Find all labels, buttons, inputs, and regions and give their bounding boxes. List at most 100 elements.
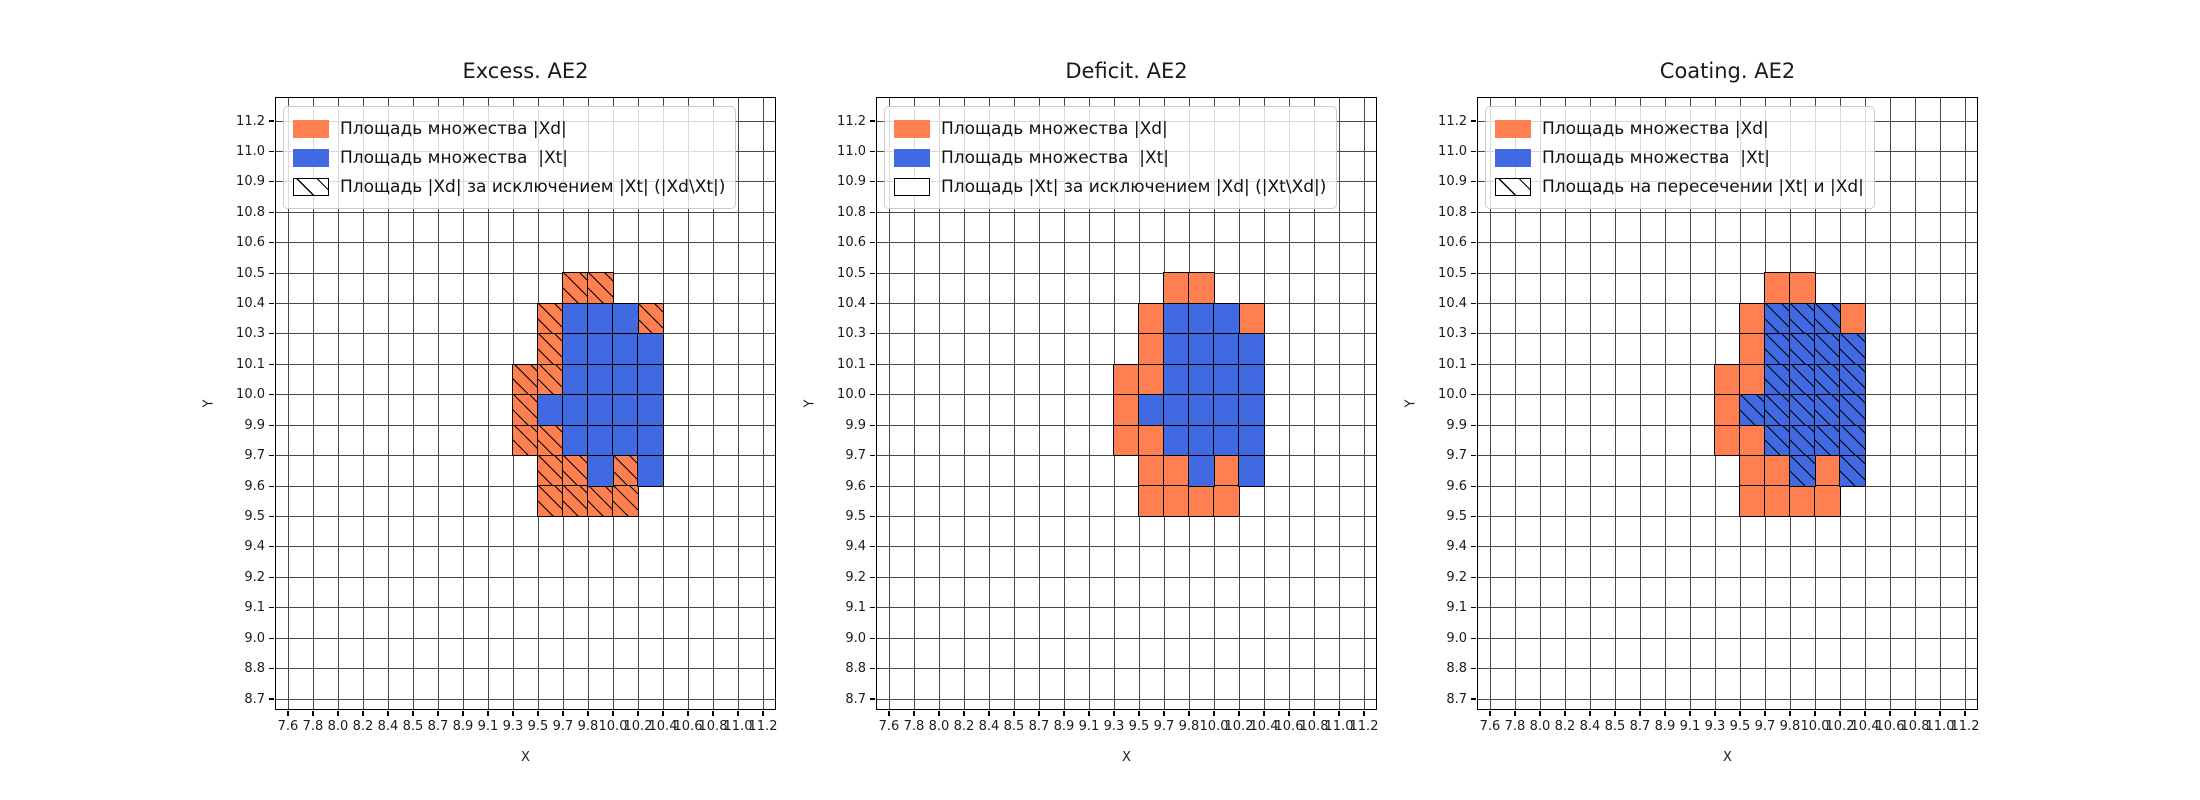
- grid-line-horizontal: [1477, 516, 1978, 517]
- grid-line-horizontal: [275, 607, 776, 609]
- cell-xd: [1188, 272, 1215, 305]
- cell-xd: [1188, 485, 1215, 518]
- y-tick: [1471, 150, 1476, 152]
- x-tick-label: 8.0: [928, 719, 950, 734]
- grid-line-horizontal: [275, 576, 776, 578]
- y-tick: [870, 363, 875, 365]
- cell-xt: [562, 394, 589, 426]
- cell-xd: [512, 424, 539, 457]
- y-tick: [1471, 637, 1476, 639]
- y-tick: [269, 455, 274, 457]
- cell-xd: [1138, 302, 1165, 335]
- grid-line-vertical: [1288, 97, 1290, 710]
- x-tick-label: 10.6: [1274, 719, 1304, 734]
- y-tick-label: 10.9: [837, 174, 866, 190]
- y-tick: [1471, 668, 1476, 670]
- x-tick-label: 8.2: [1554, 719, 1576, 734]
- y-tick-label: 9.5: [1446, 509, 1467, 524]
- cell-xd: [1814, 454, 1841, 487]
- cell-xt: [1238, 363, 1265, 396]
- y-tick: [1471, 302, 1476, 305]
- y-tick: [870, 394, 875, 396]
- cell-xd: [537, 302, 564, 335]
- cell-xd: [1789, 272, 1816, 305]
- grid-line-horizontal: [275, 546, 776, 548]
- legend-label: Площадь множества |Xt|: [941, 147, 1170, 168]
- legend-item: Площадь множества |Xd|: [894, 114, 1326, 143]
- legend: Площадь множества |Xd| Площадь множества …: [884, 106, 1338, 209]
- x-tick-label: 8.2: [352, 719, 374, 734]
- grid-line-horizontal: [275, 333, 776, 335]
- cell-xt: [1163, 302, 1190, 335]
- x-tick: [362, 711, 364, 716]
- cell-xt: [1789, 333, 1816, 365]
- y-tick: [870, 120, 875, 122]
- y-tick-label: 9.0: [1446, 630, 1467, 646]
- legend-patch-orange-icon: [1495, 119, 1531, 138]
- legend-item: Площадь на пересечении |Xt| и |Xd|: [1495, 172, 1864, 201]
- y-tick-label: 10.1: [837, 356, 866, 372]
- x-tick: [612, 711, 614, 716]
- x-tick: [737, 711, 739, 716]
- grid-line-vertical: [988, 97, 990, 710]
- x-tick: [1914, 711, 1916, 716]
- grid-line-horizontal: [876, 698, 1377, 700]
- x-tick: [1564, 711, 1566, 716]
- y-tick: [870, 333, 875, 335]
- y-tick-label: 10.5: [236, 265, 265, 281]
- x-axis-label: X: [521, 750, 530, 765]
- cell-xd: [1739, 333, 1766, 365]
- cell-xd: [1739, 454, 1766, 487]
- y-tick: [269, 515, 274, 518]
- grid-line-horizontal: [1477, 668, 1978, 670]
- cell-xt: [1789, 454, 1816, 487]
- cell-xt: [1764, 394, 1791, 426]
- y-tick-label: 9.7: [244, 448, 265, 464]
- x-tick: [988, 711, 990, 716]
- subplot-excess: Excess. AE2 Площадь множества |Xd| Площадь…: [202, 59, 778, 765]
- subplot-title: Deficit. AE2: [1065, 59, 1188, 83]
- y-tick: [269, 333, 274, 335]
- cell-xd: [1714, 363, 1741, 396]
- cell-xt: [1238, 454, 1265, 487]
- grid-line-vertical: [1313, 97, 1315, 710]
- y-tick: [269, 394, 274, 396]
- y-tick-label: 10.5: [837, 265, 866, 281]
- x-tick: [337, 711, 339, 716]
- y-tick-label: 9.1: [845, 600, 866, 616]
- y-tick-label: 10.4: [236, 296, 265, 311]
- cell-xt: [1163, 333, 1190, 365]
- x-axis-label: X: [1723, 750, 1732, 765]
- x-tick: [1839, 711, 1841, 716]
- x-tick-label: 8.7: [1028, 719, 1050, 734]
- grid-line-horizontal: [876, 272, 1377, 274]
- cell-xd: [1138, 333, 1165, 365]
- grid-line-horizontal: [876, 668, 1377, 670]
- x-tick-label: 9.8: [577, 719, 599, 734]
- grid-line-horizontal: [1477, 698, 1978, 700]
- y-tick: [1471, 242, 1476, 244]
- y-tick: [269, 698, 274, 700]
- x-tick: [312, 711, 314, 716]
- cell-xt: [562, 333, 589, 365]
- x-tick: [587, 711, 589, 716]
- legend-patch-blue-icon: [293, 148, 329, 167]
- cell-xd: [1138, 363, 1165, 396]
- grid-line-horizontal: [1477, 546, 1978, 548]
- legend-label: Площадь множества |Xd|: [340, 118, 567, 139]
- grid-line-vertical: [687, 97, 689, 710]
- x-tick: [1338, 711, 1340, 716]
- cell-xt: [637, 363, 664, 396]
- y-tick-label: 10.5: [1438, 265, 1467, 281]
- grid-line-horizontal: [876, 242, 1377, 244]
- x-tick: [687, 711, 689, 716]
- cell-xd: [512, 363, 539, 396]
- y-tick: [870, 576, 875, 578]
- grid-line-vertical: [462, 97, 464, 710]
- cell-xd: [587, 272, 614, 305]
- legend-label: Площадь |Xd| за исключением |Xt| (|Xd\Xt…: [340, 176, 726, 197]
- x-tick-label: 9.1: [1679, 719, 1701, 734]
- legend-label: Площадь множества |Xd|: [1542, 118, 1769, 139]
- y-tick: [870, 637, 875, 639]
- cell-xt: [612, 363, 639, 396]
